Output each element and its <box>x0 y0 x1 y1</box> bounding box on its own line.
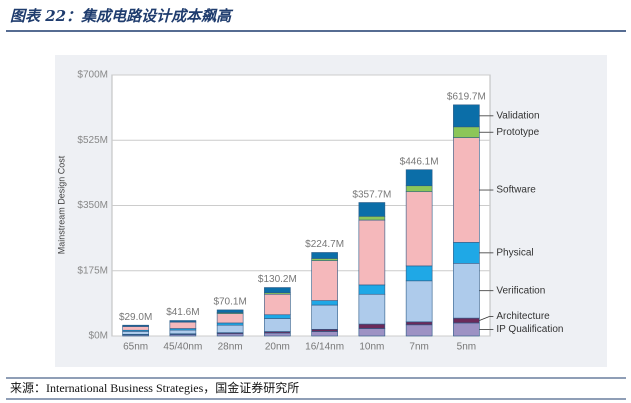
legend-label: Validation <box>496 110 539 121</box>
bar-segment <box>216 322 244 326</box>
bar-segment <box>453 322 480 337</box>
bar-segment <box>405 321 433 326</box>
y-tick-label: $350M <box>77 200 108 211</box>
bar-segment <box>311 304 338 330</box>
bar-segment <box>358 293 386 325</box>
legend-leader <box>479 316 490 321</box>
bar-segment <box>358 202 386 217</box>
legend-label: IP Qualification <box>496 324 563 335</box>
legend-label: Prototype <box>496 127 539 138</box>
y-tick-label: $175M <box>77 265 108 276</box>
y-tick-label: $700M <box>77 70 108 81</box>
total-label: $224.7M <box>305 239 344 250</box>
bar-segment <box>264 314 291 319</box>
bar-segment <box>122 326 149 331</box>
total-label: $357.7M <box>352 189 391 200</box>
bar-segment <box>216 324 244 333</box>
bar-segment <box>311 258 338 261</box>
y-axis-label: Mainstream Design Cost <box>56 155 66 254</box>
bar-segment <box>216 309 244 313</box>
bar-segment <box>311 331 338 337</box>
legend-label: Software <box>496 185 536 196</box>
bar-segment <box>216 313 244 324</box>
bar-segment <box>311 252 338 259</box>
bar-segment <box>453 317 480 324</box>
bar-segment <box>169 321 197 329</box>
total-label: $70.1M <box>213 297 246 308</box>
x-tick-label: 20nm <box>265 342 290 353</box>
total-label: $446.1M <box>400 156 439 167</box>
bar-segment <box>358 216 386 221</box>
x-tick-label: 45/40nm <box>163 342 202 353</box>
bar-segment <box>169 320 197 322</box>
total-label: $130.2M <box>258 274 297 285</box>
bar-segment <box>453 262 480 319</box>
bar-segment <box>311 300 338 306</box>
total-label: $29.0M <box>119 312 152 323</box>
x-tick-label: 16/14nm <box>305 342 344 353</box>
bar-segment <box>453 137 480 243</box>
legend-label: Physical <box>496 247 533 258</box>
x-tick-label: 65nm <box>123 342 148 353</box>
bar-segment <box>405 169 433 187</box>
x-tick-label: 28nm <box>218 342 243 353</box>
bar-segment <box>264 287 291 294</box>
source: 来源：International Business Strategies，国金证… <box>10 380 299 395</box>
bar-segment <box>311 328 338 332</box>
x-tick-label: 7nm <box>409 342 428 353</box>
bar-segment <box>216 333 244 337</box>
total-label: $619.7M <box>447 92 486 103</box>
total-label: $41.6M <box>166 307 199 318</box>
bar-segment <box>405 324 433 337</box>
bar-segment <box>405 280 433 323</box>
bar-segment <box>453 126 480 138</box>
bar-segment <box>405 265 433 282</box>
bar-segment <box>405 191 433 267</box>
x-tick-label: 10nm <box>359 342 384 353</box>
legend-label: Architecture <box>496 311 550 322</box>
bar-segment <box>122 324 149 327</box>
bar-segment <box>264 332 291 337</box>
x-tick-label: 5nm <box>457 342 476 353</box>
bar-segment <box>311 260 338 301</box>
bar-segment <box>358 219 386 286</box>
bar-segment <box>453 242 480 264</box>
y-tick-label: $525M <box>77 135 108 146</box>
bar-segment <box>264 318 291 332</box>
bar-segment <box>122 331 149 335</box>
figure-title: 图表 22：集成电路设计成本飙高 <box>10 7 234 25</box>
bar-segment <box>453 104 480 128</box>
y-tick-label: $0M <box>89 331 108 342</box>
bar-segment <box>264 293 291 316</box>
legend-label: Verification <box>496 285 545 296</box>
bar-segment <box>358 323 386 329</box>
bar-segment <box>405 185 433 193</box>
bar-segment <box>358 328 386 337</box>
bar-segment <box>169 329 197 335</box>
bar-segment <box>358 284 386 295</box>
